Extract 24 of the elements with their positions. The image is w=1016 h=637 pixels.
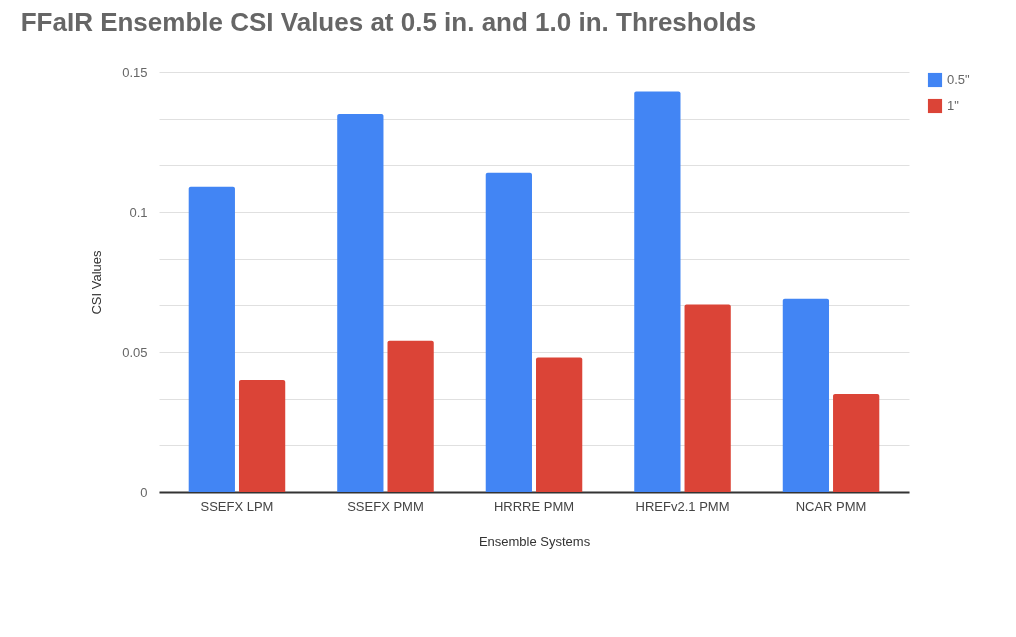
bar xyxy=(634,91,681,492)
bar xyxy=(833,394,880,492)
bar xyxy=(485,172,532,492)
y-tick-label: 0.1 xyxy=(129,204,148,220)
chart-title: FFaIR Ensemble CSI Values at 0.5 in. and 1.0 in. Thresholds xyxy=(20,7,757,37)
bar xyxy=(684,304,731,492)
x-axis-title: Ensemble Systems xyxy=(478,533,591,549)
x-tick-label: NCAR PMM xyxy=(795,498,867,514)
y-tick-label: 0 xyxy=(140,484,148,500)
y-tick-label: 0.05 xyxy=(122,344,148,360)
bar xyxy=(536,357,583,492)
y-tick-label: 0.15 xyxy=(122,64,148,80)
y-axis-title: CSI Values xyxy=(89,249,105,315)
legend-label: 1" xyxy=(947,98,960,113)
x-tick-label: HREFv2.1 PMM xyxy=(635,498,730,514)
x-tick-label: SSEFX LPM xyxy=(200,498,274,514)
x-tick-label: HRRRE PMM xyxy=(493,498,575,514)
bar xyxy=(337,114,384,492)
legend-label: 0.5" xyxy=(947,72,971,87)
x-tick-label: SSEFX PMM xyxy=(347,498,424,514)
bar xyxy=(387,340,434,492)
bar xyxy=(782,298,830,492)
bar xyxy=(188,186,235,492)
bar xyxy=(238,380,286,492)
